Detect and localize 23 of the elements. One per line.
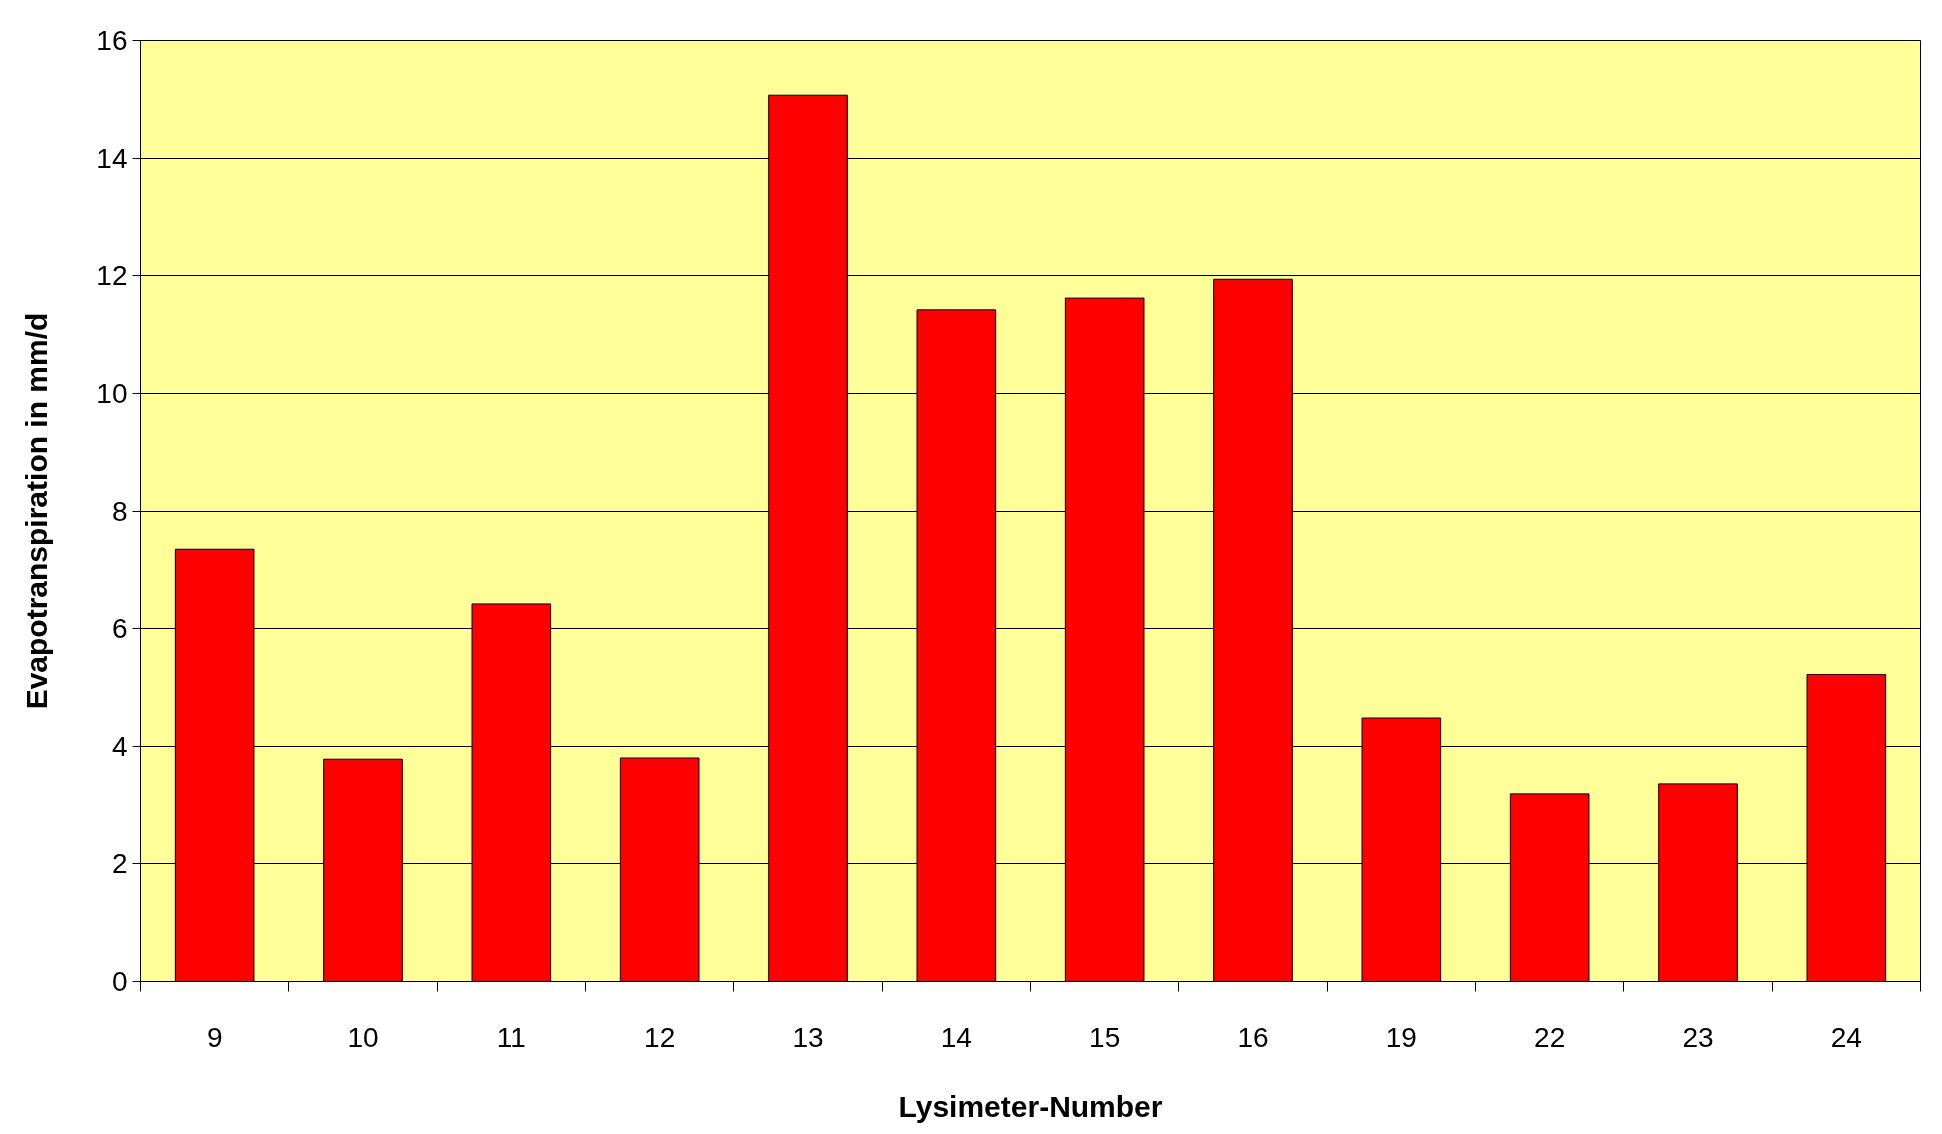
y-tick-label: 12	[96, 260, 128, 292]
y-tick-label: 16	[96, 25, 128, 56]
x-tick-label: 12	[644, 1021, 676, 1053]
x-tick-label: 19	[1385, 1021, 1417, 1053]
y-tick-label: 10	[96, 377, 128, 409]
y-axis-title: Evapotranspiration in mm/d	[20, 312, 54, 710]
x-tick-label: 23	[1682, 1021, 1714, 1053]
y-tick-label: 2	[111, 848, 128, 880]
x-tick-label: 14	[940, 1021, 972, 1053]
x-tick-label: 15	[1089, 1021, 1121, 1053]
x-tick-label: 16	[1237, 1021, 1269, 1053]
x-tick-label: 10	[347, 1021, 379, 1053]
x-tick-label: 13	[792, 1021, 824, 1053]
y-tick-label: 6	[111, 613, 128, 645]
x-tick-label: 9	[206, 1021, 223, 1053]
y-tick-label: 4	[111, 730, 128, 762]
x-axis-title: Lysimeter-Number	[898, 1089, 1163, 1123]
y-tick-label: 0	[111, 966, 128, 997]
y-tick-label: 14	[96, 142, 128, 174]
y-tick-label: 8	[111, 495, 128, 527]
x-tick-label: 24	[1830, 1021, 1862, 1053]
x-tick-label: 22	[1534, 1021, 1566, 1053]
x-tick-label: 11	[496, 1021, 526, 1053]
